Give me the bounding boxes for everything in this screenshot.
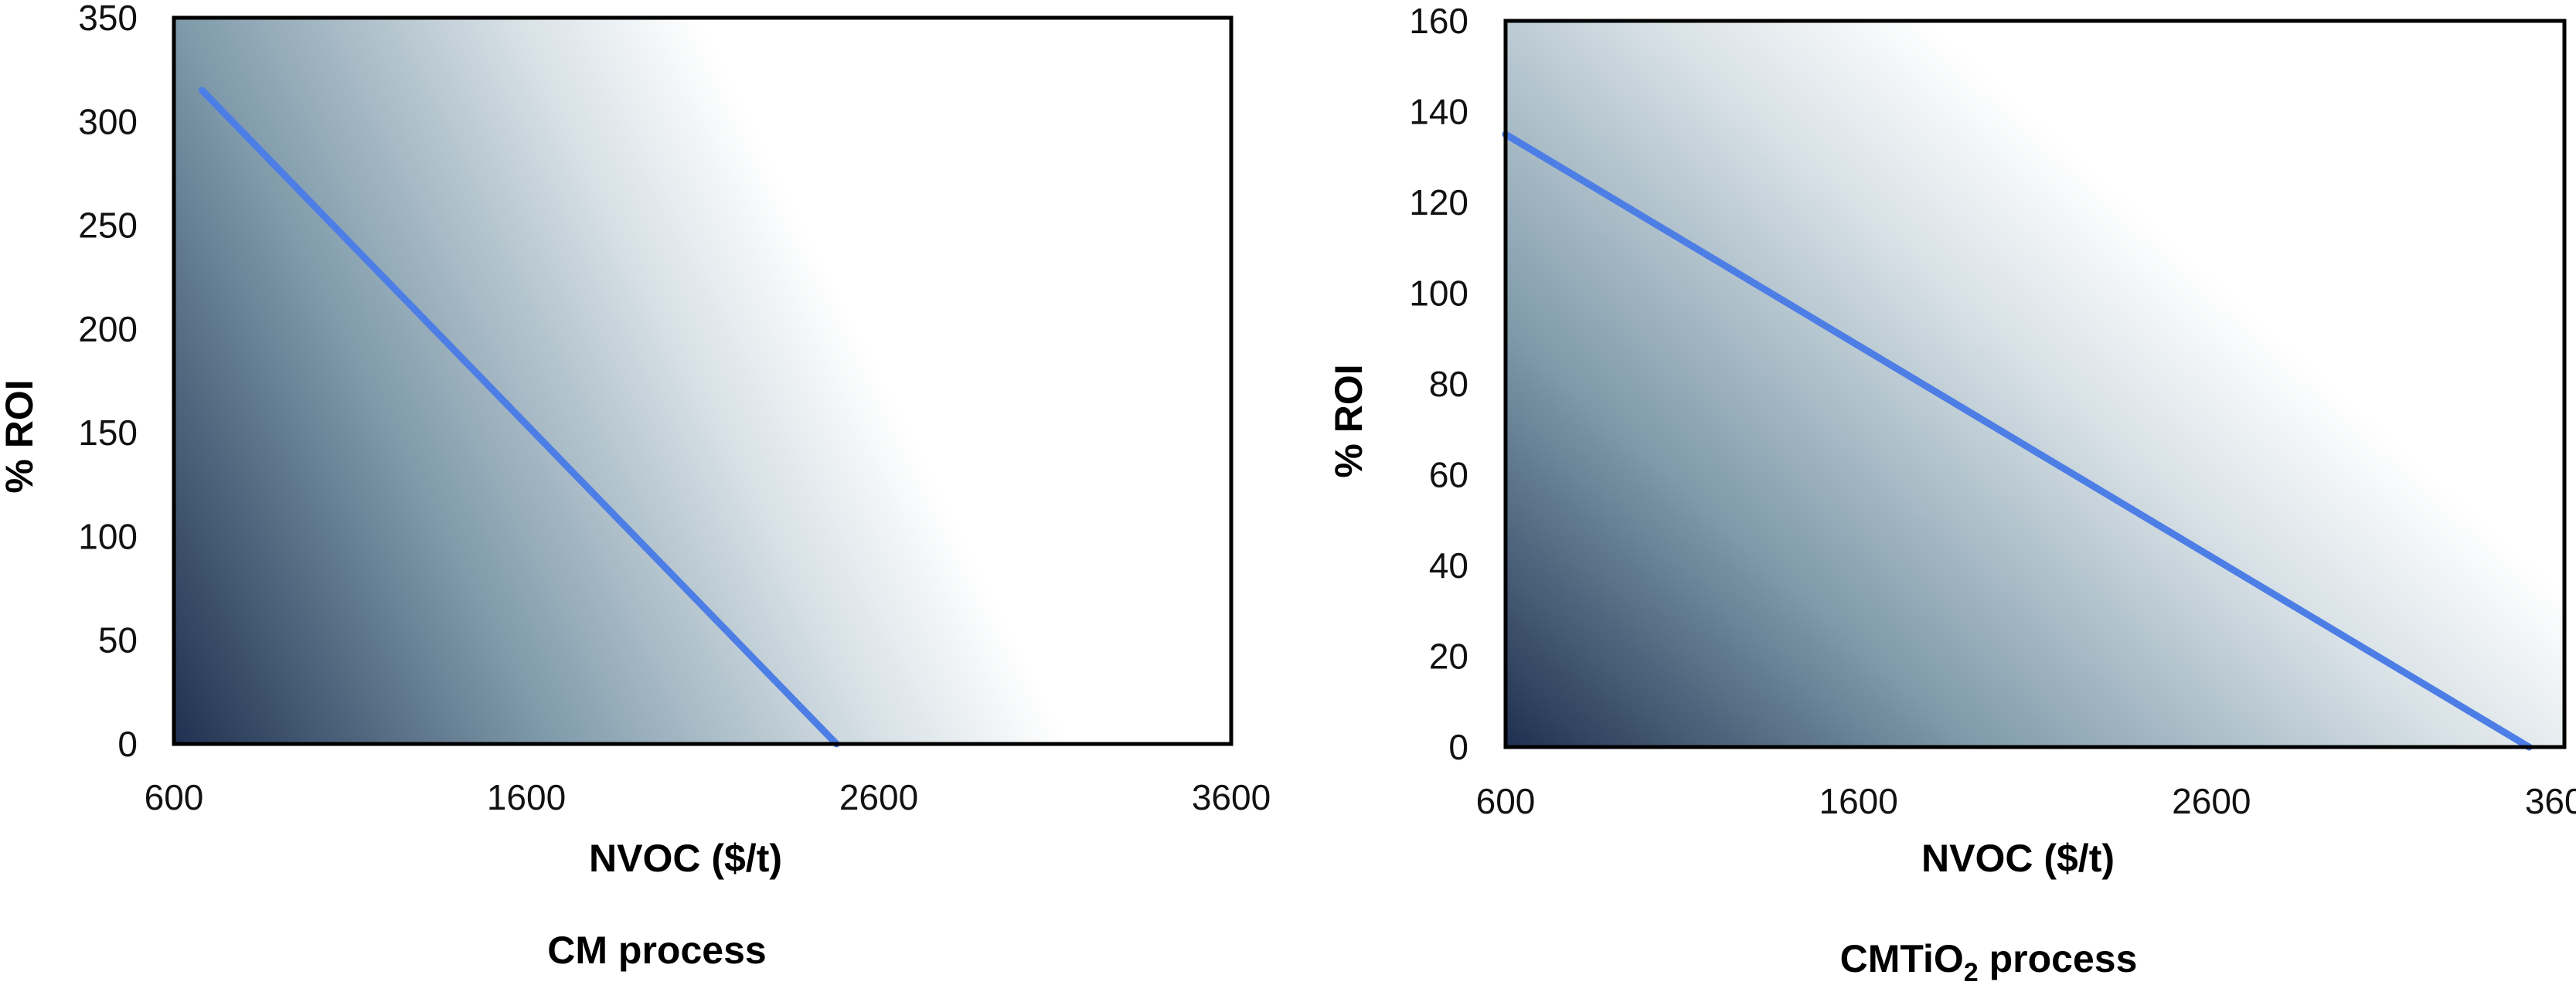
chart-cmtio2: 0 20 40 60 80 100 120 140 160 600 1600 2600 3600 NV… [1327, 1, 2576, 985]
cm-y-tick-label: 50 [98, 620, 138, 661]
cm-y-axis-title: % ROI [0, 379, 41, 493]
cmtio2-x-axis-ticks: 600 1600 2600 3600 [1476, 781, 2576, 821]
cmtio2-y-tick-label: 80 [1429, 364, 1468, 404]
cm-x-tick-label: 2600 [839, 777, 918, 817]
cm-x-axis-title: NVOC ($/t) [589, 837, 782, 880]
cm-roi-line [198, 87, 840, 748]
cmtio2-x-tick-label: 2600 [2172, 781, 2251, 821]
cm-y-tick-label: 100 [78, 516, 138, 556]
cmtio2-y-tick-label: 100 [1409, 273, 1468, 314]
cm-y-tick-label: 0 [117, 724, 138, 764]
cmtio2-x-tick-label: 3600 [2525, 781, 2576, 821]
cm-x-tick-label: 1600 [487, 777, 566, 817]
cm-y-axis-ticks: 0 50 100 150 200 250 300 350 [78, 0, 138, 764]
cm-y-tick-label: 150 [78, 413, 138, 453]
cmtio2-y-tick-label: 160 [1409, 1, 1468, 41]
cmtio2-y-axis-ticks: 0 20 40 60 80 100 120 140 160 [1409, 1, 1468, 767]
cm-caption: CM process [547, 929, 766, 972]
cmtio2-caption-main: CMTiO [1840, 937, 1964, 980]
cmtio2-y-tick-label: 60 [1429, 455, 1468, 495]
cmtio2-x-tick-label: 600 [1476, 781, 1536, 821]
cmtio2-caption: CMTiO2 process [1840, 937, 2138, 985]
cm-x-tick-label: 3600 [1192, 777, 1271, 817]
cmtio2-x-tick-label: 1600 [1819, 781, 1897, 821]
cmtio2-y-tick-label: 120 [1409, 182, 1468, 222]
cmtio2-y-axis-title: % ROI [1327, 364, 1370, 477]
cm-y-tick-label: 200 [78, 309, 138, 349]
cmtio2-y-tick-label: 40 [1429, 545, 1468, 586]
chart-cm: 0 50 100 150 200 250 300 350 600 1600 2600 3600 NV… [0, 0, 1271, 972]
cmtio2-x-axis-title: NVOC ($/t) [1921, 837, 2115, 880]
cm-shaded-region [174, 18, 1231, 744]
cmtio2-y-tick-label: 20 [1429, 637, 1468, 677]
cm-x-axis-ticks: 600 1600 2600 3600 [145, 777, 1271, 817]
cm-y-tick-label: 250 [78, 205, 138, 246]
cmtio2-plot-frame [1503, 19, 2567, 749]
cm-y-tick-label: 300 [78, 101, 138, 141]
cmtio2-y-tick-label: 140 [1409, 92, 1468, 132]
cmtio2-shaded-region [1506, 21, 2564, 747]
cmtio2-caption-subscript: 2 [1964, 958, 1979, 985]
cmtio2-roi-line [1502, 131, 2533, 751]
cm-y-tick-label: 350 [78, 0, 138, 38]
cm-plot-frame [172, 15, 1234, 746]
cmtio2-y-tick-label: 0 [1448, 727, 1468, 767]
cm-x-tick-label: 600 [145, 777, 204, 817]
cmtio2-caption-tail: process [1979, 937, 2138, 980]
